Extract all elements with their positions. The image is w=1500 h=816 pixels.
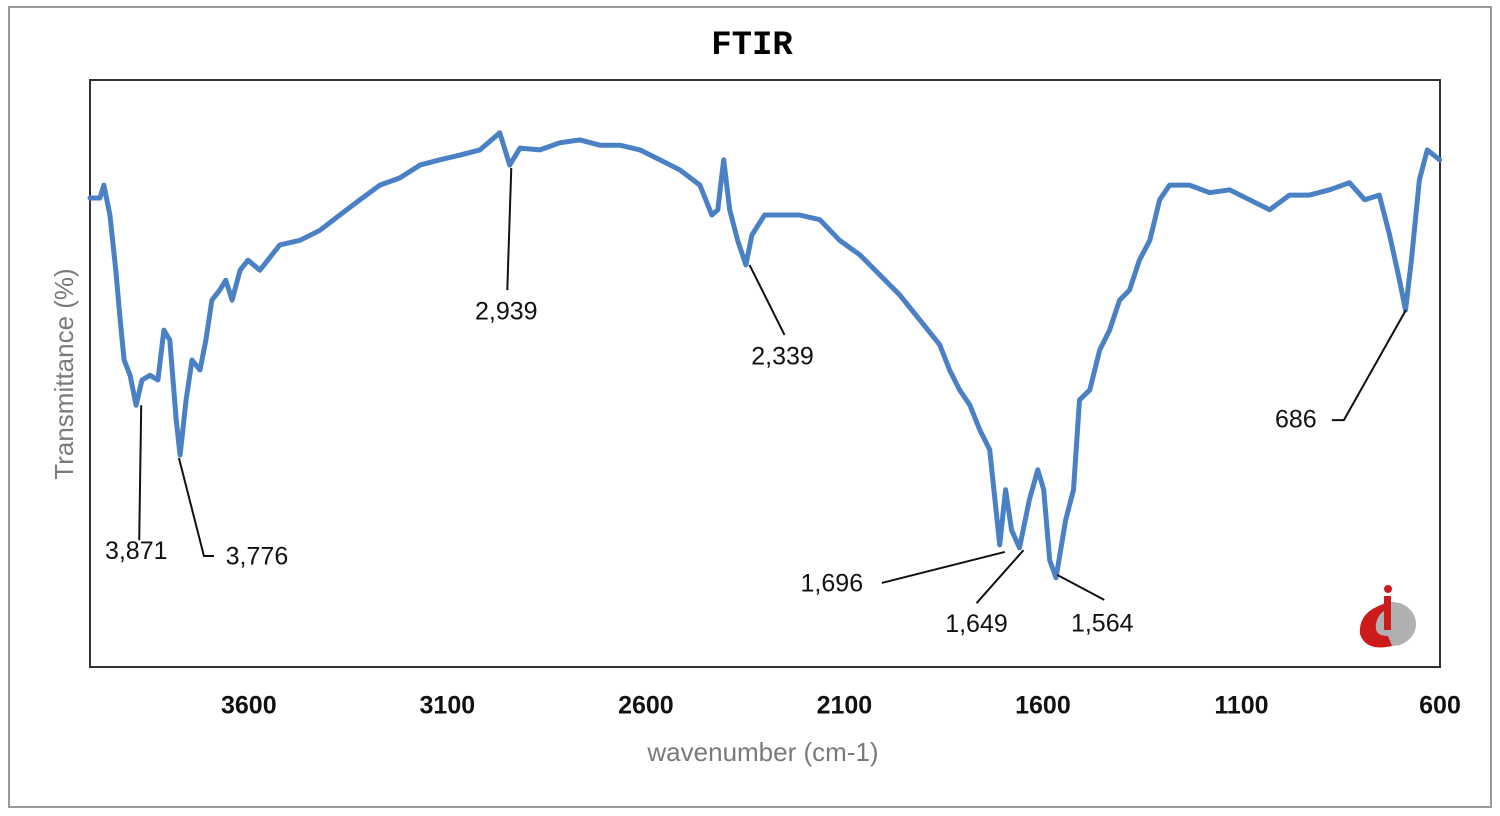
annotation-leader — [975, 549, 1025, 604]
x-tick-label: 600 — [1419, 692, 1461, 720]
annotation-leader — [506, 168, 513, 291]
annotation-label: 1,564 — [1071, 609, 1134, 637]
x-tick-label: 3100 — [420, 692, 476, 720]
annotation-leader — [177, 457, 214, 558]
x-tick-label: 2600 — [618, 692, 674, 720]
annotation-label: 2,339 — [751, 343, 814, 371]
x-tick-label: 1600 — [1015, 692, 1071, 720]
annotation-leader — [748, 264, 786, 336]
annotation-leader — [881, 550, 1006, 584]
x-tick-label: 2100 — [817, 692, 873, 720]
annotation-leader — [138, 405, 143, 541]
y-axis-label: Transmittance (%) — [49, 268, 79, 479]
annotation-label: 686 — [1275, 406, 1317, 434]
annotation-leader — [1056, 573, 1105, 601]
annotation-label: 1,649 — [945, 610, 1008, 638]
logo — [1359, 585, 1416, 648]
plot-area — [89, 79, 1441, 668]
annotation-label: 2,939 — [475, 298, 538, 326]
spectrum-line — [87, 130, 1443, 581]
x-tick-label: 3600 — [221, 692, 277, 720]
x-tick-label: 1100 — [1214, 692, 1268, 720]
annotation-label: 3,871 — [105, 537, 168, 565]
x-axis-label: wavenumber (cm-1) — [646, 737, 878, 767]
data-layer: 3600 3100 2600 2100 1600 1100 600 3,871 3,776 2,9… — [87, 130, 1461, 720]
annotation-leader — [1331, 309, 1407, 422]
annotation-label: 1,696 — [801, 570, 864, 598]
annotation-label: 3,776 — [226, 543, 289, 571]
chart-title: FTIR — [711, 27, 793, 65]
